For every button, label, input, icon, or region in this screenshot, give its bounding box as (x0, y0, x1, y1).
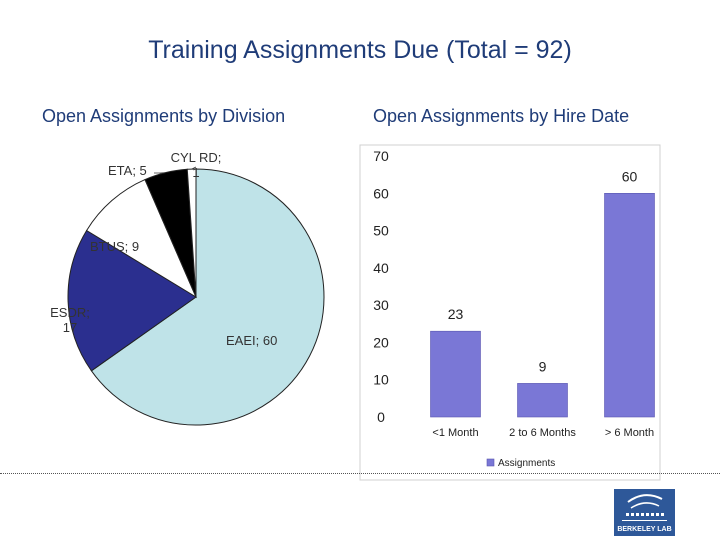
hire-date-bar-chart: 0 10 20 30 40 50 60 70 23 9 60 <1 Month 2 to 6 Mon… (359, 144, 661, 481)
bar-value-label: 23 (448, 306, 464, 322)
y-tick-label: 0 (377, 409, 385, 425)
y-tick-label: 10 (373, 372, 389, 388)
pie-slice-btus (85, 178, 198, 299)
bar-value-label: 9 (539, 358, 547, 374)
legend-label: Assignments (498, 458, 555, 469)
logo-text: BERKELEY LAB (617, 526, 671, 533)
bar-chart-title: Open Assignments by Hire Date (373, 106, 630, 126)
pie-slice-eaei (90, 168, 325, 426)
y-tick-label: 70 (373, 148, 389, 164)
slide-title: Training Assignments Due (Total = 92) (148, 36, 572, 64)
pie-label-esdr: ESDR; 17 (50, 305, 90, 335)
x-category-label: > 6 Month (605, 427, 654, 439)
bar-value-label: 60 (622, 168, 638, 184)
pie-slice-esdr (67, 229, 197, 372)
x-category-label: <1 Month (432, 427, 478, 439)
x-category-label: 2 to 6 Months (509, 427, 576, 439)
bar-2 (517, 383, 568, 418)
pie-label-eta: ETA; 5 (108, 163, 147, 178)
y-tick-label: 40 (373, 260, 389, 276)
leader-line-cyl-rd (191, 166, 197, 170)
pie-chart-title: Open Assignments by Division (42, 106, 286, 126)
legend-swatch (486, 458, 495, 467)
pie-label-cyl-rd: CYL RD; 1 (171, 150, 222, 180)
y-tick-label: 60 (373, 185, 389, 201)
bar-1 (430, 330, 481, 418)
bar-3 (604, 192, 655, 418)
y-tick-label: 20 (373, 334, 389, 350)
berkeley-lab-logo: BERKELEY LAB (614, 489, 675, 536)
pie-label-btus: BTUS; 9 (90, 239, 139, 254)
footer-divider (0, 473, 720, 474)
y-tick-label: 50 (373, 223, 389, 239)
division-pie-chart: EAEI; 60 ESDR; 17 BTUS; 9 ETA; 5 CYL RD; 1 (50, 150, 325, 426)
y-tick-label: 30 (373, 297, 389, 313)
pie-label-eaei: EAEI; 60 (226, 333, 277, 348)
